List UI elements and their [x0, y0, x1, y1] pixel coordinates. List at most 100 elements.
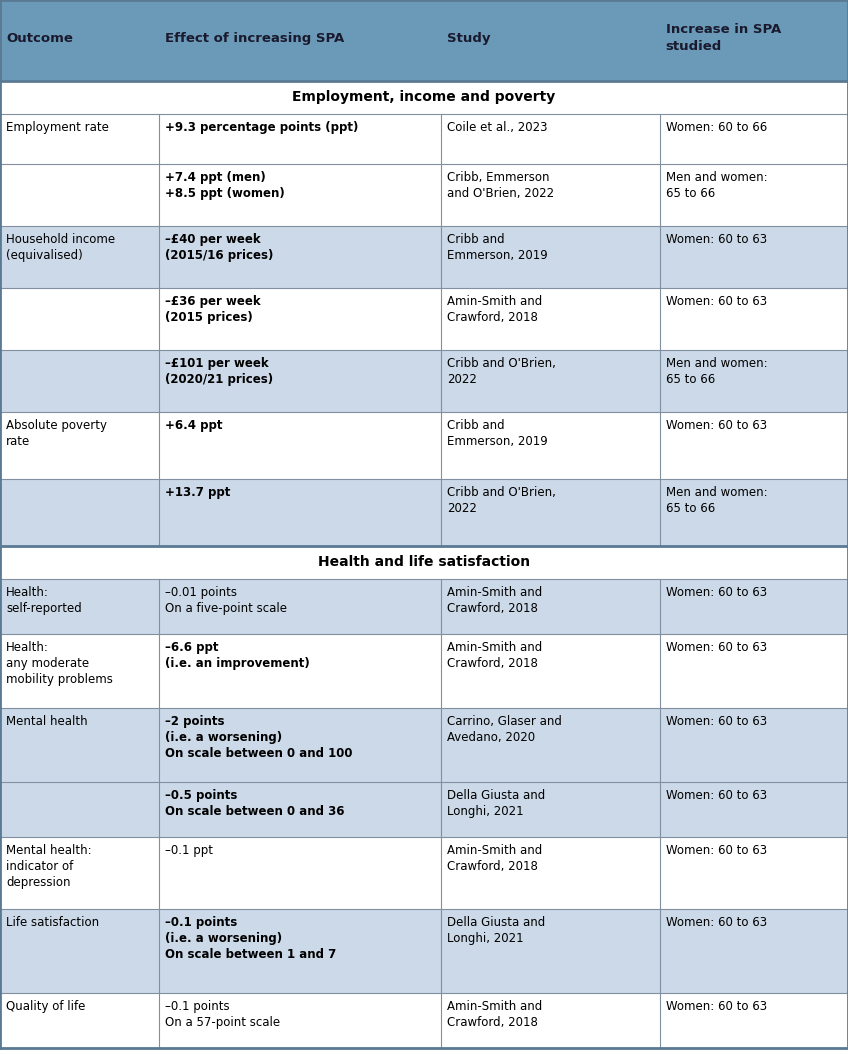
Text: Study: Study — [447, 32, 490, 44]
Text: (2020/21 prices): (2020/21 prices) — [165, 373, 273, 386]
Text: –6.6 ppt: –6.6 ppt — [165, 641, 218, 653]
Text: Della Giusta and: Della Giusta and — [447, 789, 545, 802]
Text: Crawford, 2018: Crawford, 2018 — [447, 657, 538, 670]
Text: Women: 60 to 63: Women: 60 to 63 — [666, 233, 767, 246]
Text: Avedano, 2020: Avedano, 2020 — [447, 730, 535, 744]
Text: +6.4 ppt: +6.4 ppt — [165, 419, 222, 432]
Bar — [0, 635, 848, 708]
Text: (2015 prices): (2015 prices) — [165, 311, 253, 324]
Text: On scale between 0 and 100: On scale between 0 and 100 — [165, 747, 352, 760]
Bar — [0, 350, 848, 412]
Text: –£101 per week: –£101 per week — [165, 357, 268, 370]
Text: Women: 60 to 63: Women: 60 to 63 — [666, 586, 767, 599]
Text: Amin-Smith and: Amin-Smith and — [447, 1000, 542, 1013]
Text: Effect of increasing SPA: Effect of increasing SPA — [165, 32, 343, 44]
Text: Amin-Smith and: Amin-Smith and — [447, 844, 542, 857]
Text: Crawford, 2018: Crawford, 2018 — [447, 1016, 538, 1029]
Text: Men and women:: Men and women: — [666, 171, 767, 184]
Bar — [0, 579, 848, 635]
Text: –0.01 points: –0.01 points — [165, 586, 237, 599]
Bar — [0, 114, 848, 164]
Text: 65 to 66: 65 to 66 — [666, 187, 715, 200]
Text: On scale between 1 and 7: On scale between 1 and 7 — [165, 948, 336, 961]
Text: On a 57-point scale: On a 57-point scale — [165, 1016, 280, 1029]
Text: studied: studied — [666, 40, 722, 54]
Text: Crawford, 2018: Crawford, 2018 — [447, 602, 538, 614]
Text: Women: 60 to 66: Women: 60 to 66 — [666, 121, 767, 134]
Text: Quality of life: Quality of life — [6, 1000, 86, 1013]
Bar — [0, 708, 848, 782]
Text: Crawford, 2018: Crawford, 2018 — [447, 860, 538, 873]
Text: depression: depression — [6, 876, 70, 889]
Text: 65 to 66: 65 to 66 — [666, 373, 715, 386]
Text: +7.4 ppt (men): +7.4 ppt (men) — [165, 171, 265, 184]
Bar — [0, 546, 848, 579]
Text: Absolute poverty: Absolute poverty — [6, 419, 107, 432]
Bar — [0, 909, 848, 993]
Text: –2 points: –2 points — [165, 715, 224, 728]
Text: Health:: Health: — [6, 586, 49, 599]
Text: –0.5 points: –0.5 points — [165, 789, 237, 802]
Text: Employment, income and poverty: Employment, income and poverty — [293, 91, 555, 104]
Text: indicator of: indicator of — [6, 860, 73, 873]
Text: Women: 60 to 63: Women: 60 to 63 — [666, 641, 767, 653]
Text: Coile et al., 2023: Coile et al., 2023 — [447, 121, 548, 134]
Text: Cribb and: Cribb and — [447, 233, 505, 246]
Bar — [0, 288, 848, 350]
Text: self-reported: self-reported — [6, 602, 81, 614]
Text: Women: 60 to 63: Women: 60 to 63 — [666, 715, 767, 728]
Text: +9.3 percentage points (ppt): +9.3 percentage points (ppt) — [165, 121, 358, 134]
Text: –£36 per week: –£36 per week — [165, 295, 260, 308]
Text: Health:: Health: — [6, 641, 49, 653]
Text: Amin-Smith and: Amin-Smith and — [447, 586, 542, 599]
Text: –£40 per week: –£40 per week — [165, 233, 260, 246]
Text: Increase in SPA: Increase in SPA — [666, 23, 781, 36]
Text: Women: 60 to 63: Women: 60 to 63 — [666, 419, 767, 432]
Bar — [0, 993, 848, 1048]
Text: Health and life satisfaction: Health and life satisfaction — [318, 555, 530, 569]
Text: +13.7 ppt: +13.7 ppt — [165, 486, 230, 499]
Text: Emmerson, 2019: Emmerson, 2019 — [447, 249, 548, 262]
Text: Longhi, 2021: Longhi, 2021 — [447, 932, 523, 945]
Text: Employment rate: Employment rate — [6, 121, 109, 134]
Text: Amin-Smith and: Amin-Smith and — [447, 295, 542, 308]
Text: 65 to 66: 65 to 66 — [666, 502, 715, 515]
Text: –0.1 points: –0.1 points — [165, 1000, 229, 1013]
Text: (2015/16 prices): (2015/16 prices) — [165, 249, 273, 262]
Text: Mental health:: Mental health: — [6, 844, 92, 857]
Text: Della Giusta and: Della Giusta and — [447, 916, 545, 929]
Bar — [0, 412, 848, 479]
Text: Men and women:: Men and women: — [666, 357, 767, 370]
Text: (equivalised): (equivalised) — [6, 249, 83, 262]
Text: Women: 60 to 63: Women: 60 to 63 — [666, 844, 767, 857]
Text: Men and women:: Men and women: — [666, 486, 767, 499]
Text: Cribb and O'Brien,: Cribb and O'Brien, — [447, 486, 555, 499]
Text: 2022: 2022 — [447, 373, 477, 386]
Text: (i.e. a worsening): (i.e. a worsening) — [165, 730, 282, 744]
Text: +8.5 ppt (women): +8.5 ppt (women) — [165, 187, 284, 200]
Text: (i.e. an improvement): (i.e. an improvement) — [165, 657, 310, 670]
Text: Cribb, Emmerson: Cribb, Emmerson — [447, 171, 550, 184]
Bar — [0, 164, 848, 226]
Text: Carrino, Glaser and: Carrino, Glaser and — [447, 715, 562, 728]
Text: –0.1 points: –0.1 points — [165, 916, 237, 929]
Text: On a five-point scale: On a five-point scale — [165, 602, 287, 614]
Bar — [0, 782, 848, 837]
Text: 2022: 2022 — [447, 502, 477, 515]
Text: Amin-Smith and: Amin-Smith and — [447, 641, 542, 653]
Bar — [0, 837, 848, 909]
Text: Cribb and O'Brien,: Cribb and O'Brien, — [447, 357, 555, 370]
Text: Women: 60 to 63: Women: 60 to 63 — [666, 295, 767, 308]
Text: and O'Brien, 2022: and O'Brien, 2022 — [447, 187, 554, 200]
Text: Mental health: Mental health — [6, 715, 87, 728]
Text: Cribb and: Cribb and — [447, 419, 505, 432]
Text: rate: rate — [6, 435, 31, 448]
Text: Women: 60 to 63: Women: 60 to 63 — [666, 789, 767, 802]
Text: Emmerson, 2019: Emmerson, 2019 — [447, 435, 548, 448]
Text: Household income: Household income — [6, 233, 115, 246]
Text: Outcome: Outcome — [6, 32, 73, 44]
Text: Life satisfaction: Life satisfaction — [6, 916, 99, 929]
Text: (i.e. a worsening): (i.e. a worsening) — [165, 932, 282, 945]
Bar — [0, 0, 848, 81]
Text: Women: 60 to 63: Women: 60 to 63 — [666, 916, 767, 929]
